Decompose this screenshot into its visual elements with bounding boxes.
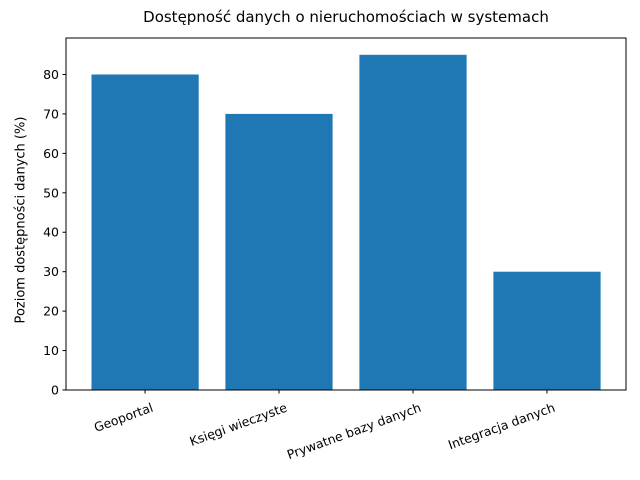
y-tick-label: 10: [43, 343, 59, 358]
y-tick-label: 50: [43, 185, 59, 200]
bar: [493, 271, 601, 390]
y-tick-label: 70: [43, 106, 59, 121]
x-tick-label: Prywatne bazy danych: [285, 400, 423, 462]
bar: [225, 113, 333, 391]
y-tick-label: 0: [51, 383, 59, 398]
y-axis-label: Poziom dostępności danych (%): [13, 116, 29, 324]
x-tick-label: Integracja danych: [446, 400, 557, 453]
chart-title: Dostępność danych o nieruchomościach w s…: [143, 8, 549, 26]
plot-border: [65, 37, 627, 391]
y-tick-label: 40: [43, 225, 59, 240]
x-tick-label: Księgi wieczyste: [188, 400, 290, 449]
bar: [359, 54, 467, 391]
bar: [91, 74, 199, 390]
y-tick-label: 30: [43, 264, 59, 279]
y-tick-label: 20: [43, 304, 59, 319]
y-tick-label: 80: [43, 67, 59, 82]
x-tick-label: Geoportal: [92, 400, 155, 435]
y-tick-label: 60: [43, 146, 59, 161]
